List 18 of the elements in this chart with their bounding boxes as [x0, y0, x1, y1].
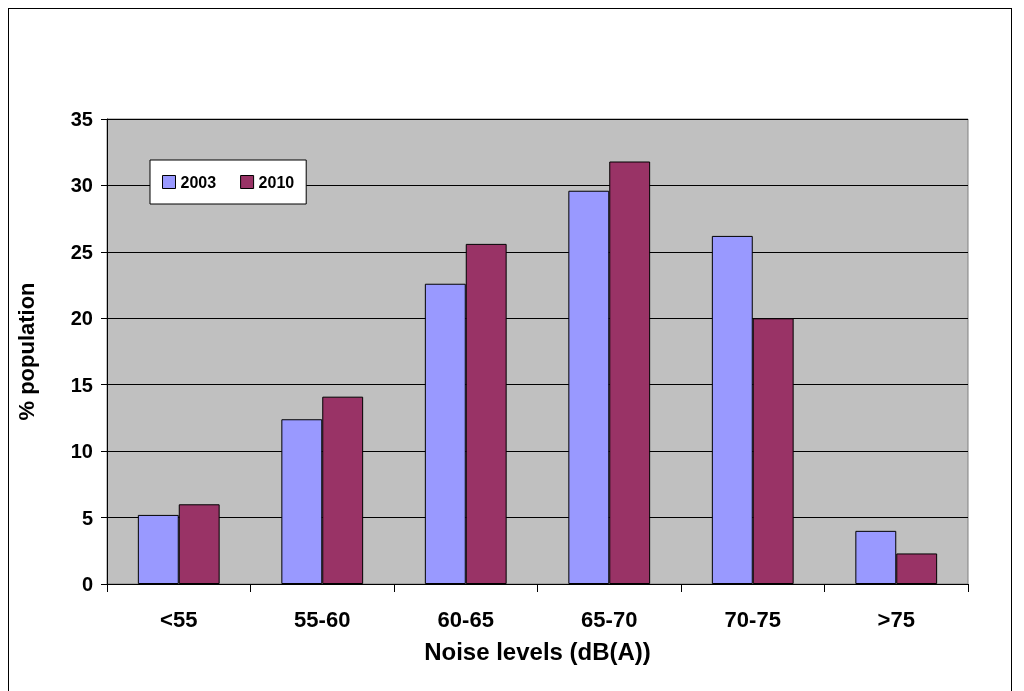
y-tick-label: 10 [70, 440, 93, 463]
x-tick-label: 60-65 [437, 606, 494, 632]
y-tick-label: 20 [70, 307, 93, 330]
x-tick-label: >75 [877, 606, 915, 632]
x-tick-label: 55-60 [294, 606, 351, 632]
y-tick-label: 0 [81, 573, 93, 595]
y-tick-label: 25 [70, 240, 93, 263]
y-axis-title: % population [13, 282, 39, 421]
legend-label: 2010 [258, 173, 295, 191]
y-tick-label: 35 [70, 108, 93, 130]
x-tick-label: 65-70 [581, 606, 638, 632]
y-tick-label: 30 [70, 174, 93, 197]
y-tick-label: 15 [70, 373, 93, 396]
x-axis-title: Noise levels (dB(A)) [424, 637, 651, 665]
x-tick-label: 70-75 [724, 606, 781, 632]
y-tick-label: 5 [81, 506, 93, 529]
x-tick-label: <55 [160, 606, 198, 632]
legend-label: 2003 [180, 173, 217, 191]
